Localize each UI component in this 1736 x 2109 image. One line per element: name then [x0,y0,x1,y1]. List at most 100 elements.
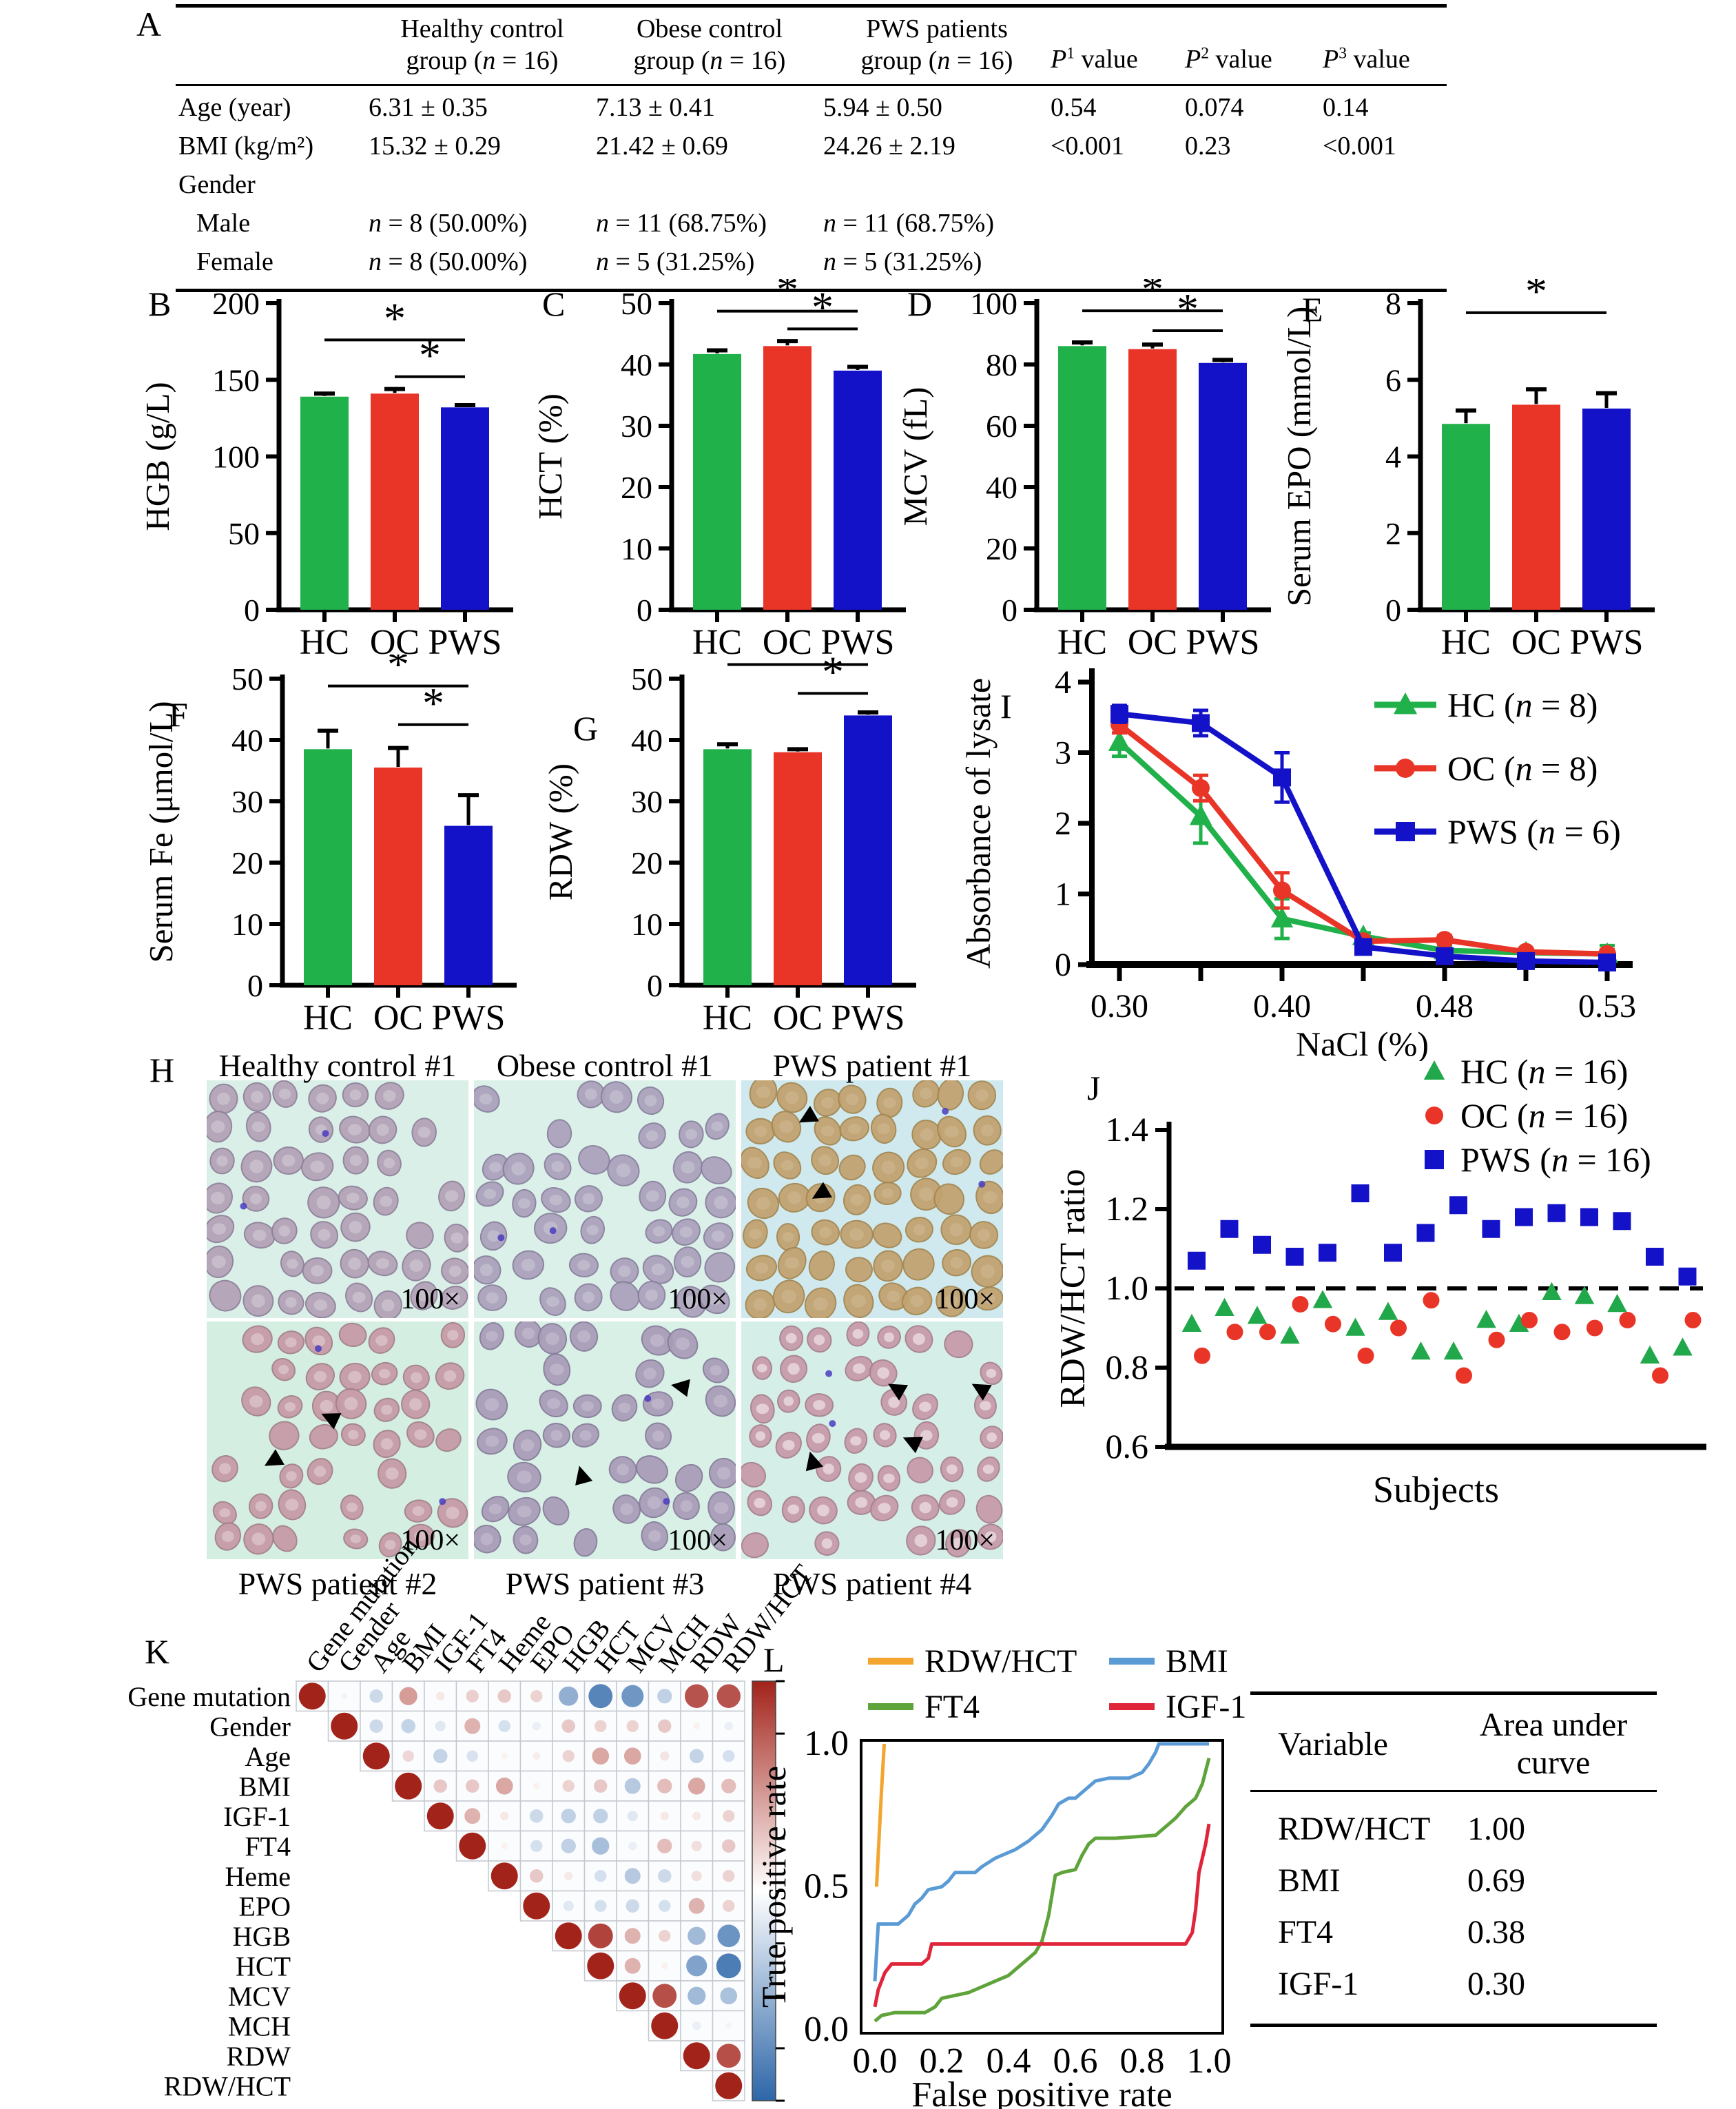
correlation-dot [530,1840,543,1852]
red-blood-cell [973,1115,1002,1146]
table-cell: n = 8 (50.00%) [369,208,528,238]
table-cell: n = 8 (50.00%) [369,247,528,276]
table-cell: 0.14 [1323,92,1369,122]
red-blood-cell [406,1222,434,1250]
y-tick-label: 10 [631,907,663,942]
table-row: Gender [176,163,1447,202]
correlation-dot [562,1780,575,1792]
red-blood-cell [907,1457,933,1483]
correlation-dot [626,1899,639,1913]
correlation-dot [657,1689,672,1704]
x-category-label: HC [1441,623,1491,662]
red-blood-cell [245,1111,271,1142]
correlation-dot [716,1953,741,1979]
square-marker [1110,705,1128,723]
micrograph-image: 100× [740,1076,1005,1321]
correlation-dot [623,1747,641,1765]
circle-marker [1423,1292,1440,1309]
correlation-dot [724,1722,733,1731]
table-cell: n = 11 (68.75%) [596,208,767,238]
panel-label-g: G [573,709,599,748]
red-blood-cell [277,1330,304,1355]
chart-hgb: 0 50 100 150 200 HGB (g/L) HC OC PWS * * [138,279,527,675]
red-blood-cell [543,1353,571,1386]
matrix-row-label: HGB [233,1921,291,1952]
micrograph-caption: PWS patient #1 [772,1048,972,1083]
magnification-label: 100× [668,1525,727,1556]
bar-HC [693,353,741,610]
red-blood-cell [271,1217,298,1244]
y-tick-label: 0.5 [804,1867,849,1906]
table-cell [369,163,596,202]
chart-mcv-svg: 0 20 40 60 80 100 MCV (fL) HC OC PWS * * [896,265,1271,662]
table-cell: n = 5 (31.25%) [596,247,755,276]
correlation-dot [657,1778,672,1793]
correlation-dot [523,1892,550,1920]
red-blood-cell [705,1385,736,1417]
triangle-marker [1108,730,1131,751]
red-blood-cell [702,1357,730,1383]
y-tick-label: 1 [1055,876,1071,913]
red-blood-cell [668,1188,698,1217]
correlation-dot [559,1686,579,1706]
triangle-marker [1393,692,1418,714]
y-tick-label: 1.0 [1106,1268,1149,1307]
correlation-dot [721,1778,736,1793]
circle-marker [1192,779,1210,797]
correlation-dot [561,1838,576,1853]
red-blood-cell [211,1454,238,1483]
table-a-group-header: Healthy control group (n = 16) [400,14,564,76]
red-blood-cell [214,1522,242,1551]
table-cell [1323,240,1447,279]
square-marker [1646,1248,1664,1266]
red-blood-cell [533,1213,568,1244]
platelet [240,1202,247,1210]
red-blood-cell [872,1151,905,1184]
table-cell: 6.31 ± 0.35 [369,92,488,122]
table-cell: <0.001 [1323,131,1396,161]
circle-marker [1357,1347,1374,1364]
red-blood-cell [811,1219,840,1246]
bar-PWS [441,407,489,610]
correlation-dot [716,1684,741,1708]
red-blood-cell [435,1428,462,1452]
matrix-row-label: Gender [209,1711,291,1742]
square-marker [1285,1248,1304,1266]
correlation-dot [683,2042,710,2070]
micrograph-caption: PWS patient #3 [505,1566,705,1601]
y-axis-label: Serum EPO (mmol/L) [1283,307,1318,607]
correlation-dot [501,1842,508,1850]
correlation-dot [399,1687,417,1705]
correlation-dot [587,1952,614,1979]
legend-label: PWS (n = 6) [1447,812,1621,851]
y-tick-label: 80 [986,347,1017,382]
panel-label-j: J [1087,1069,1101,1107]
y-axis-label: Absorbance of lysate [961,678,998,969]
magnification-label: 100× [400,1525,460,1556]
correlation-dot [626,1720,639,1732]
plot-box [860,1739,1224,2035]
platelet [314,1345,322,1352]
red-blood-cell [476,1428,508,1455]
red-blood-cell [679,1120,704,1149]
red-blood-cell [512,1250,544,1280]
correlation-dot [464,1718,481,1734]
y-tick-label: 50 [631,661,663,697]
red-blood-cell [542,1423,571,1448]
red-blood-cell [203,1182,233,1214]
correlation-dot [594,1779,608,1793]
panel-label-f: F [169,695,188,734]
red-blood-cell [546,1119,572,1149]
auc-header-area: Area under curve [1479,1707,1628,1782]
platelet [825,1370,833,1377]
red-blood-cell [979,1149,1005,1175]
y-tick-label: 1.0 [804,1724,849,1763]
legend-label: HC (n = 8) [1447,686,1598,724]
roc-curve-bmi [873,1742,1209,1982]
y-tick-label: 8 [1385,286,1401,321]
square-marker [1517,951,1535,970]
table-cell: 0.54 [1051,92,1097,122]
correlation-dot [435,1720,446,1731]
